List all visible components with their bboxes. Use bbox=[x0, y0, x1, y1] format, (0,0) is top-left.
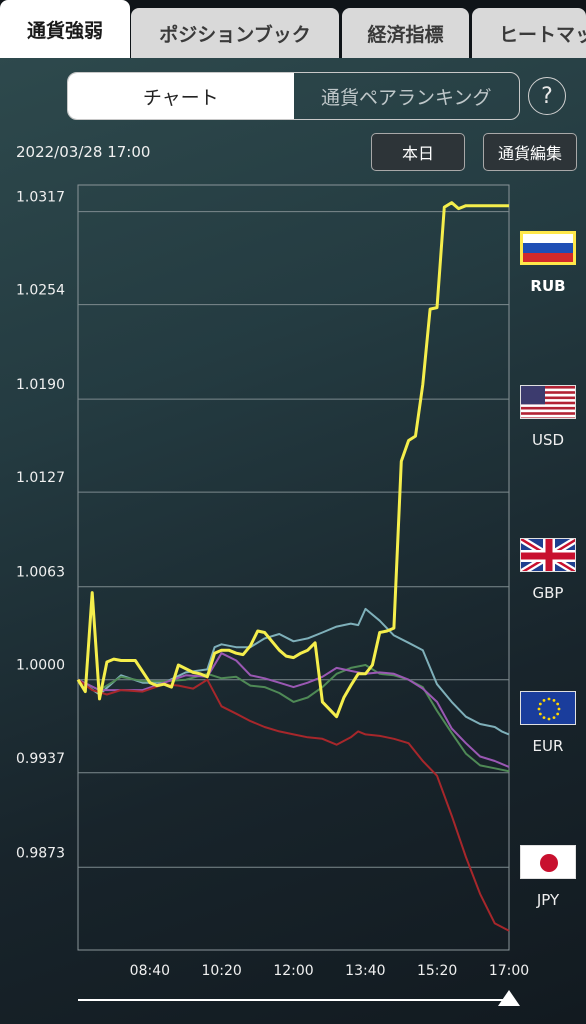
series-line-jpy bbox=[77, 678, 510, 932]
legend-label: RUB bbox=[530, 277, 566, 295]
time-slider-track[interactable] bbox=[78, 999, 508, 1001]
y-axis-labels: 1.0317 1.0254 1.0190 1.0127 1.0063 1.0000 0.99… bbox=[16, 190, 65, 862]
tab-economic-indicators[interactable]: 経済指標 bbox=[342, 8, 469, 58]
legend-eur[interactable]: EUR bbox=[518, 691, 578, 755]
series-line-usd bbox=[77, 607, 510, 736]
x-tick-label: 08:40 bbox=[130, 963, 170, 979]
tab-bar: 通貨強弱 ポジションブック 経済指標 ヒートマップ bbox=[0, 0, 586, 58]
segment-pair-ranking[interactable]: 通貨ペアランキング bbox=[321, 86, 492, 109]
currency-strength-chart: 1.0317 1.0254 1.0190 1.0127 1.0063 1.0000 0.99… bbox=[16, 184, 530, 979]
legend-usd[interactable]: USD bbox=[518, 385, 578, 449]
russia-flag-icon bbox=[520, 231, 576, 265]
help-icon[interactable]: ? bbox=[528, 77, 566, 115]
series-line-rub bbox=[76, 201, 509, 719]
x-tick-label: 17:00 bbox=[489, 963, 529, 979]
x-tick-label: 12:00 bbox=[273, 963, 313, 979]
x-tick-label: 10:20 bbox=[201, 963, 241, 979]
legend-label: EUR bbox=[532, 737, 564, 755]
tab-position-book[interactable]: ポジションブック bbox=[131, 8, 339, 58]
edit-currencies-button[interactable]: 通貨編集 bbox=[483, 133, 577, 171]
legend-label: USD bbox=[531, 431, 565, 449]
legend-rub[interactable]: RUB bbox=[518, 231, 578, 295]
y-tick-label: 1.0317 bbox=[16, 190, 65, 206]
uk-flag-icon bbox=[520, 538, 576, 572]
y-tick-label: 0.9873 bbox=[16, 845, 65, 861]
tab-heatmap[interactable]: ヒートマップ bbox=[472, 8, 586, 58]
eu-flag-icon bbox=[520, 691, 576, 725]
y-tick-label: 1.0127 bbox=[16, 470, 65, 486]
segment-chart[interactable]: チャート bbox=[68, 73, 294, 119]
japan-flag-icon bbox=[520, 845, 576, 879]
y-tick-label: 1.0254 bbox=[16, 283, 65, 299]
legend-jpy[interactable]: JPY bbox=[518, 845, 578, 909]
legend-gbp[interactable]: GBP bbox=[518, 538, 578, 602]
x-axis-labels: 08:40 10:20 12:00 13:40 15:20 17:00 bbox=[130, 963, 530, 979]
view-segmented-control: チャート 通貨ペアランキング bbox=[67, 72, 520, 120]
chart-grid bbox=[77, 184, 510, 951]
series-line-gbp bbox=[77, 664, 510, 773]
y-tick-label: 1.0063 bbox=[16, 565, 65, 581]
y-tick-label: 1.0000 bbox=[16, 658, 65, 674]
chart-series bbox=[76, 201, 510, 932]
y-tick-label: 0.9937 bbox=[16, 751, 65, 767]
legend-label: JPY bbox=[536, 891, 560, 909]
x-tick-label: 13:40 bbox=[345, 963, 385, 979]
usa-flag-icon bbox=[520, 385, 576, 419]
x-tick-label: 15:20 bbox=[417, 963, 457, 979]
time-slider-thumb[interactable] bbox=[498, 990, 520, 1006]
plot-frame bbox=[77, 184, 510, 951]
chart-timestamp: 2022/03/28 17:00 bbox=[16, 143, 151, 161]
tab-currency-strength[interactable]: 通貨強弱 bbox=[0, 0, 130, 58]
today-button[interactable]: 本日 bbox=[371, 133, 465, 171]
y-tick-label: 1.0190 bbox=[16, 377, 65, 393]
legend-label: GBP bbox=[532, 584, 564, 602]
